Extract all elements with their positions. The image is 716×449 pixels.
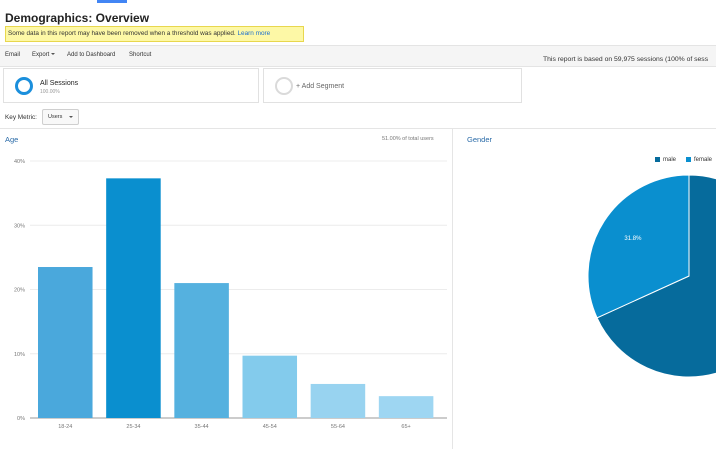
legend-swatch-female (686, 157, 691, 162)
add-segment-button[interactable]: + Add Segment (263, 68, 522, 103)
pie-slice-male (596, 174, 716, 378)
pie-label-female: 31.8% (624, 236, 642, 242)
gender-pie-chart: 31.8% (587, 174, 716, 378)
x-tick-label: 55-64 (331, 424, 345, 430)
export-button[interactable]: Export (32, 52, 56, 58)
export-label: Export (32, 52, 50, 58)
x-tick-label: 45-54 (263, 424, 277, 430)
age-bar-55-64 (310, 383, 366, 418)
empty-ring-icon (275, 77, 293, 95)
page-title: Demographics: Overview (5, 11, 150, 25)
top-accent-bar (97, 0, 127, 3)
segment-all-sessions[interactable]: All Sessions 100.00% (3, 68, 259, 103)
y-tick-label: 30% (14, 223, 25, 229)
panel-top-border (0, 128, 716, 129)
age-bar-45-54 (242, 355, 298, 418)
age-panel-title: Age (5, 135, 19, 144)
y-tick-label: 20% (14, 288, 25, 294)
shortcut-button[interactable]: Shortcut (129, 52, 152, 58)
segment-percent: 100.00% (40, 89, 60, 95)
y-tick-label: 40% (14, 159, 25, 165)
email-button[interactable]: Email (5, 52, 21, 58)
chevron-down-icon (69, 116, 73, 118)
key-metric-select[interactable]: Users (42, 109, 79, 125)
x-tick-label: 35-44 (195, 424, 209, 430)
age-total-note: 51.00% of total users (382, 136, 434, 142)
age-bar-chart: 0% 10% 20% 30% 40% 18-24 25-34 35-44 45-54 55-64 6… (14, 159, 447, 430)
learn-more-link[interactable]: Learn more (237, 30, 271, 37)
key-metric-label: Key Metric: (5, 114, 37, 121)
panel-divider (452, 128, 453, 449)
key-metric-value: Users (48, 114, 63, 120)
segment-name: All Sessions (40, 80, 79, 87)
add-segment-label: + Add Segment (296, 83, 345, 90)
notice-text: Some data in this report may have been r… (8, 30, 236, 37)
age-bar-25-34 (106, 178, 161, 418)
legend-label-male: male (663, 157, 677, 164)
legend-female: female (686, 157, 712, 163)
gender-panel-title: Gender (467, 135, 493, 144)
legend-label-female: female (694, 157, 713, 164)
age-bar-18-24 (38, 267, 93, 418)
legend-male: male (655, 157, 676, 163)
y-tick-label: 0% (17, 416, 25, 422)
x-tick-label: 65+ (401, 424, 410, 430)
x-tick-label: 18-24 (58, 424, 72, 430)
report-basis-text: This report is based on 59,975 sessions … (543, 56, 709, 63)
y-tick-label: 10% (14, 352, 25, 358)
x-tick-label: 25-34 (126, 424, 140, 430)
age-bar-65+ (378, 396, 434, 418)
threshold-notice: Some data in this report may have been r… (5, 26, 304, 42)
legend-swatch-male (655, 157, 660, 162)
report-toolbar: Email Export Add to Dashboard Shortcut T… (0, 45, 716, 67)
segment-ring-icon (15, 77, 33, 95)
age-bar-35-44 (174, 283, 229, 418)
pie-slice-female (587, 174, 690, 319)
chevron-down-icon (51, 53, 56, 56)
add-to-dashboard-button[interactable]: Add to Dashboard (67, 52, 116, 58)
